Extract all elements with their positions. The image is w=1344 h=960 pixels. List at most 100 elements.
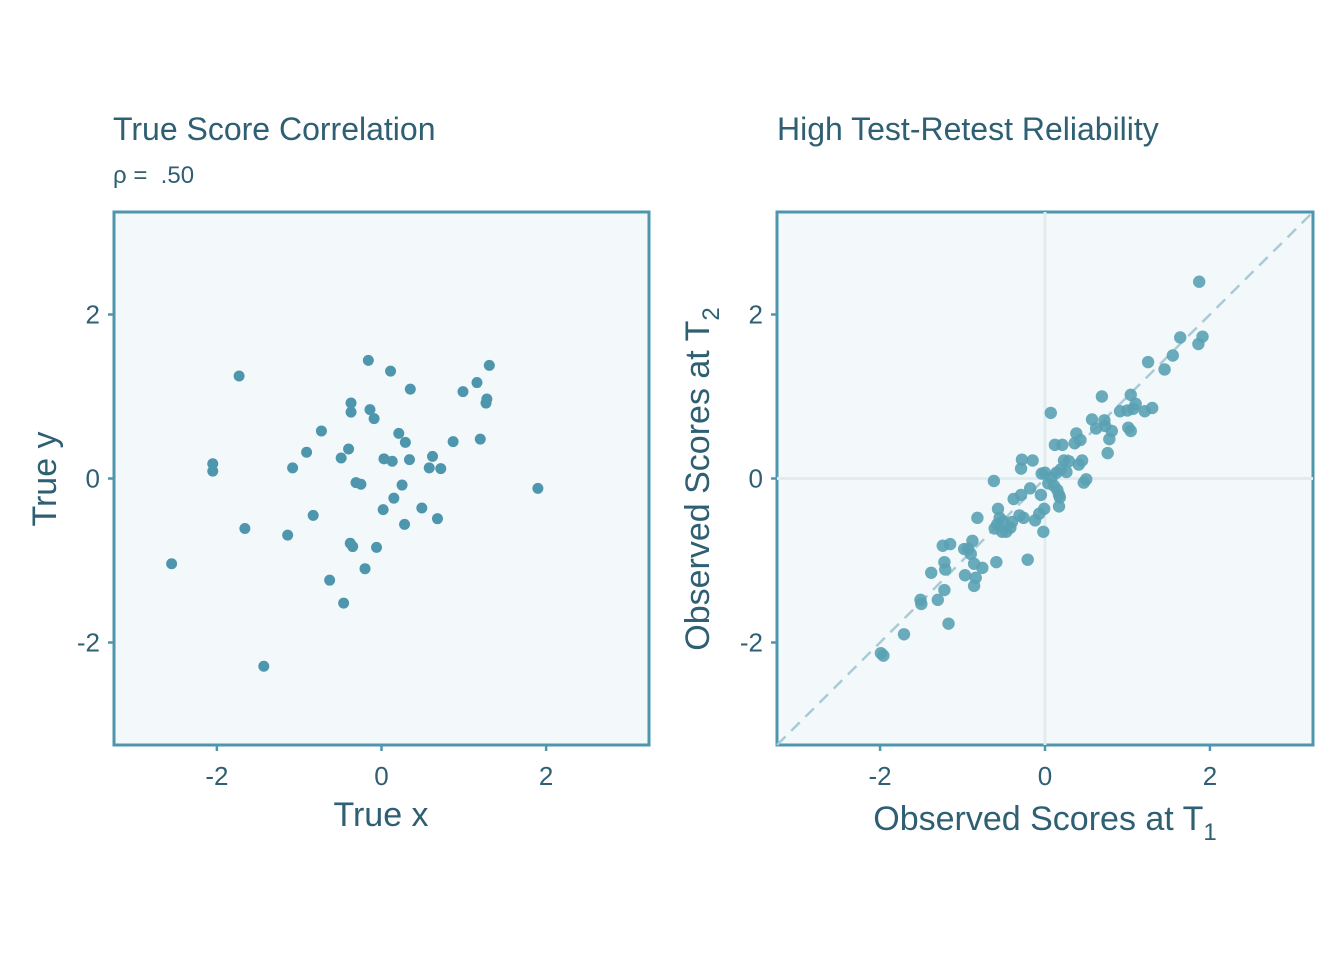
data-point	[239, 523, 251, 535]
data-point	[1021, 553, 1034, 566]
data-point	[345, 397, 357, 409]
data-point	[301, 446, 313, 458]
chart-left-subtitle: ρ = .50	[113, 162, 194, 189]
data-point	[971, 511, 984, 525]
data-point	[1146, 401, 1159, 415]
data-point	[877, 649, 890, 662]
data-point	[355, 478, 367, 490]
chart-left-ticks: -2 0 2 -2 0 2	[77, 300, 553, 792]
data-point	[457, 386, 469, 398]
data-point	[1196, 330, 1209, 343]
data-point	[964, 547, 977, 561]
data-point	[287, 462, 299, 474]
x-tick-label: 2	[539, 761, 553, 791]
data-point	[258, 660, 270, 672]
data-point	[335, 452, 347, 464]
data-point	[1124, 388, 1137, 402]
data-point	[969, 571, 982, 584]
data-point	[396, 479, 408, 491]
data-point	[368, 413, 380, 425]
chart-left-y-axis-title: True y	[26, 431, 64, 526]
data-point	[1166, 349, 1180, 362]
x-tick-label: 2	[1203, 761, 1217, 791]
y-tick-label: 2	[749, 300, 763, 330]
data-point	[1174, 331, 1187, 344]
data-point	[1095, 390, 1109, 403]
data-point	[404, 383, 416, 395]
data-point	[403, 454, 415, 466]
chart-left: True Score Correlation ρ = .50 -2 0 2-202 …	[26, 111, 651, 834]
data-point	[1062, 455, 1076, 468]
data-point	[1080, 473, 1093, 486]
data-point	[1034, 488, 1048, 502]
data-point	[1014, 488, 1028, 502]
data-point	[1193, 275, 1206, 288]
data-point	[388, 492, 400, 504]
data-point	[431, 513, 443, 525]
data-point	[371, 541, 383, 553]
data-point	[435, 463, 447, 475]
x-tick-label: -2	[869, 761, 892, 791]
data-point	[931, 593, 944, 607]
data-point	[1158, 363, 1171, 376]
data-point	[1124, 424, 1137, 438]
data-point	[345, 406, 357, 418]
data-point	[1074, 433, 1087, 447]
data-point	[897, 628, 911, 641]
data-point	[939, 563, 952, 576]
chart-right-y-axis-title-subscript: 2	[698, 307, 725, 320]
chart-right-x-axis-title-main: Observed Scores at T	[873, 800, 1203, 838]
data-point	[942, 617, 955, 630]
x-tick-label: 0	[1038, 761, 1052, 791]
data-point	[1014, 462, 1028, 475]
chart-right-x-axis-title: Observed Scores at T1	[873, 800, 1216, 846]
chart-right-y-axis-title-main: Observed Scores at T	[679, 321, 717, 651]
data-point	[1037, 502, 1051, 516]
data-point	[1075, 454, 1089, 467]
data-point	[377, 504, 389, 516]
data-point	[166, 558, 178, 570]
data-point	[427, 450, 439, 462]
data-point	[1052, 500, 1066, 513]
identity-reference-line	[776, 211, 1314, 746]
data-point	[338, 597, 350, 609]
data-point	[938, 583, 951, 597]
chart-left-title: True Score Correlation	[113, 111, 436, 147]
data-point	[393, 427, 405, 439]
chart-right-points	[874, 275, 1209, 662]
data-point	[343, 443, 355, 455]
data-point	[1129, 397, 1142, 411]
y-tick-label: -2	[77, 628, 100, 658]
data-point	[1017, 511, 1030, 525]
data-point	[447, 436, 459, 448]
x-tick-label: -2	[205, 761, 228, 791]
data-point	[386, 455, 398, 467]
data-point	[943, 537, 957, 551]
data-point	[347, 541, 359, 553]
data-point	[990, 555, 1003, 569]
data-point	[315, 425, 327, 437]
data-point	[399, 518, 411, 530]
y-tick-label: 0	[86, 464, 100, 494]
chart-right-y-axis-title: Observed Scores at T2	[679, 307, 725, 650]
data-point	[1060, 465, 1073, 479]
chart-left-points	[166, 354, 544, 672]
data-point	[474, 433, 486, 445]
chart-left-x-axis-title: True x	[333, 796, 428, 834]
chart-left-plot-area	[112, 210, 651, 747]
data-point	[915, 597, 928, 611]
data-point	[966, 534, 979, 548]
data-point	[1026, 454, 1039, 467]
data-point	[1053, 491, 1067, 504]
data-point	[359, 563, 371, 575]
chart-right-x-axis-title-subscript: 1	[1203, 819, 1216, 846]
data-point	[282, 529, 294, 541]
chart-right-title: High Test-Retest Reliability	[777, 111, 1159, 147]
data-point	[976, 561, 989, 575]
data-point	[362, 354, 374, 366]
data-point	[416, 502, 428, 514]
y-tick-label: -2	[740, 628, 763, 658]
data-point	[958, 569, 972, 582]
data-point	[925, 566, 938, 579]
